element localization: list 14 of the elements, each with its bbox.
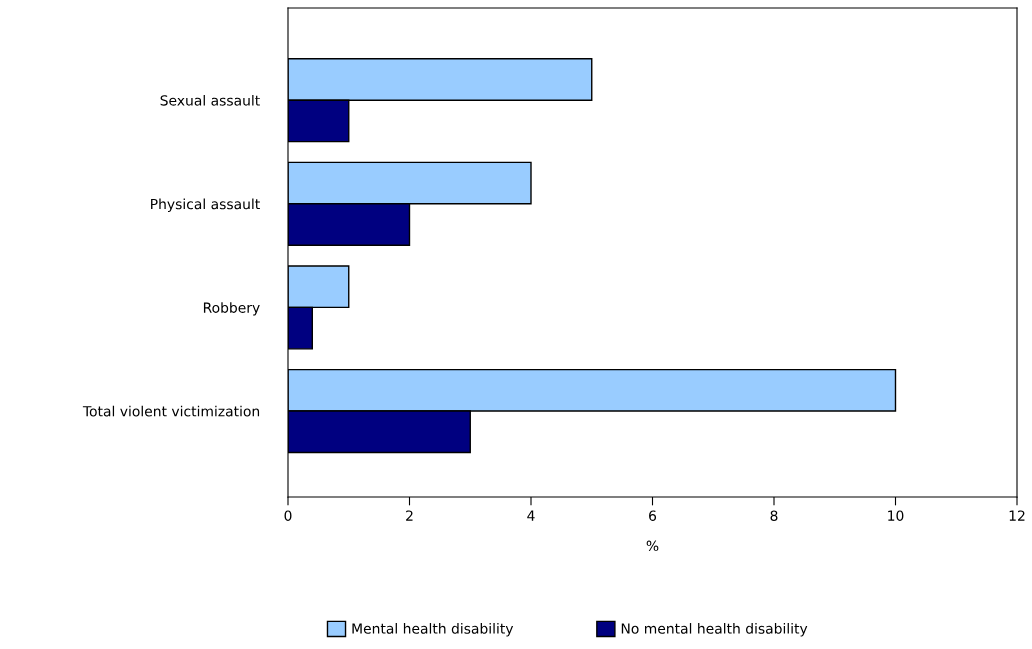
legend-label: Mental health disability — [352, 623, 514, 637]
x-tick-label: 2 — [406, 510, 413, 521]
y-tick-label: Physical assault — [151, 198, 260, 212]
legend-label: No mental health disability — [621, 623, 808, 637]
y-tick-label: Robbery — [203, 302, 260, 316]
x-axis-title: % — [646, 540, 659, 552]
y-tick-label: Sexual assault — [160, 94, 260, 106]
x-tick-label: 12 — [1009, 510, 1025, 521]
x-tick-label: 8 — [770, 510, 778, 521]
x-tick-label: 4 — [527, 510, 535, 521]
x-tick-label: 6 — [649, 510, 657, 521]
x-tick-label: 0 — [284, 510, 292, 521]
x-tick-label: 10 — [888, 510, 904, 521]
y-tick-label: Total violent victimization — [82, 405, 260, 417]
